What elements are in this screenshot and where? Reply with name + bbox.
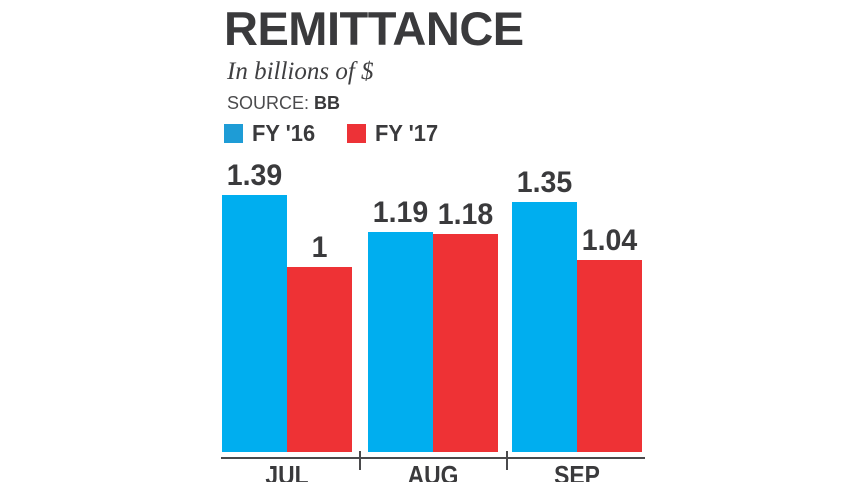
value-label-fy17-jul: 1	[311, 231, 328, 264]
legend-label-fy17: FY '17	[375, 120, 439, 146]
value-label-fy16-aug: 1.19	[372, 196, 429, 229]
x-axis-label-sep: SEP	[554, 460, 600, 482]
value-label-fy16-jul: 1.39	[226, 159, 283, 192]
legend-item-fy17: FY '17	[347, 120, 441, 147]
x-axis-line	[221, 457, 645, 459]
bar-fy16-aug	[368, 232, 433, 452]
x-axis-tick-1	[506, 451, 508, 470]
bar-fy17-jul	[287, 267, 352, 452]
x-axis-label-aug: AUG	[407, 460, 459, 482]
x-axis-tick-0	[359, 451, 361, 470]
value-label-fy17-sep: 1.04	[581, 224, 638, 257]
legend-label-fy16: FY '16	[252, 120, 316, 146]
source-value: BB	[314, 93, 341, 113]
legend-swatch-fy17	[347, 124, 367, 143]
source-label: SOURCE:	[227, 93, 310, 113]
legend-swatch-fy16	[224, 124, 243, 143]
legend: FY '16 FY '17	[224, 120, 442, 147]
chart-title: REMITTANCE	[224, 2, 524, 55]
legend-item-fy16: FY '16	[224, 120, 318, 147]
bar-fy16-sep	[512, 202, 577, 452]
bar-fy16-jul	[222, 195, 287, 452]
chart-subtitle: In billions of $	[227, 58, 374, 85]
value-label-fy16-sep: 1.35	[516, 166, 573, 199]
value-label-fy17-aug: 1.18	[437, 198, 494, 231]
x-axis-label-jul: JUL	[265, 460, 309, 482]
bar-fy17-sep	[577, 260, 642, 452]
bar-fy17-aug	[433, 234, 498, 452]
source-line: SOURCE: BB	[227, 93, 340, 114]
